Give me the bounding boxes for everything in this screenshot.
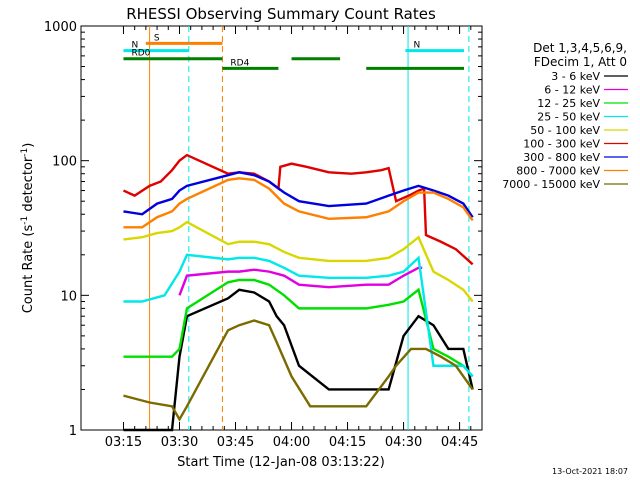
x-tick-label: 03:30: [161, 435, 198, 450]
legend-entry-label: 100 - 300 keV: [523, 138, 600, 151]
series-line: [178, 266, 423, 296]
y-axis-label-end: ): [21, 143, 36, 148]
legend-entry-label: 25 - 50 keV: [537, 111, 600, 124]
series-line: [123, 171, 474, 218]
plot-frame: [80, 25, 483, 431]
y-axis-label-main: Count Rate (s: [21, 225, 36, 314]
series-line: [123, 288, 474, 432]
x-tick-label: 03:15: [105, 435, 142, 450]
y-tick-label: 1000: [44, 20, 77, 35]
legend-entry-label: 300 - 800 keV: [523, 151, 600, 164]
legend-entry-label: 3 - 6 keV: [551, 70, 600, 83]
series-layer: [122, 153, 474, 432]
flag-bar-label: RD0: [131, 49, 150, 59]
x-tick-label: 04:45: [441, 435, 478, 450]
axes-layer: 1 10 100 1000 03:15 03:30 03:45 04:00 04:15 04:30…: [44, 20, 482, 450]
legend-entry-label: 12 - 25 keV: [537, 97, 600, 110]
series-line: [123, 220, 474, 303]
series-line: [122, 153, 474, 266]
legend-entry-label: 800 - 7000 keV: [516, 165, 600, 178]
y-axis-label-mid: detector: [21, 156, 36, 216]
x-axis-label: Start Time (12-Jan-08 03:13:22): [177, 455, 385, 470]
series-line: [123, 253, 474, 378]
x-tick-label: 03:45: [217, 435, 254, 450]
flag-bar-label: RD4: [230, 58, 249, 68]
legend-entry-label: 50 - 100 keV: [530, 124, 600, 137]
y-tick-label: 1: [69, 424, 77, 439]
legend-header-line-1: Det 1,3,4,5,6,9,: [533, 41, 627, 55]
series-line: [123, 319, 474, 422]
flag-bar-label: N: [131, 41, 138, 51]
y-tick-label: 100: [52, 155, 77, 170]
x-tick-label: 04:15: [329, 435, 366, 450]
flag-bar-label: N: [413, 41, 420, 51]
legend-entry-label: 7000 - 15000 keV: [502, 178, 600, 191]
x-tick-label: 04:00: [273, 435, 310, 450]
legend-header-line-2: FDecim 1, Att 0: [534, 55, 627, 69]
y-tick-label: 10: [60, 289, 77, 304]
x-tick-label: 04:30: [385, 435, 422, 450]
flag-bar-label: S: [154, 33, 160, 43]
chart-title: RHESSI Observing Summary Count Rates: [126, 5, 436, 23]
y-axis-label: Count Rate (s-1 detector-1): [20, 143, 36, 314]
legend-entry-label: 6 - 12 keV: [544, 84, 600, 97]
y-axis-label-sup1: -1: [20, 216, 30, 225]
footer-timestamp: 13-Oct-2021 18:07: [552, 467, 628, 476]
y-axis-label-sup2: -1: [20, 148, 30, 157]
series-line: [123, 177, 474, 229]
